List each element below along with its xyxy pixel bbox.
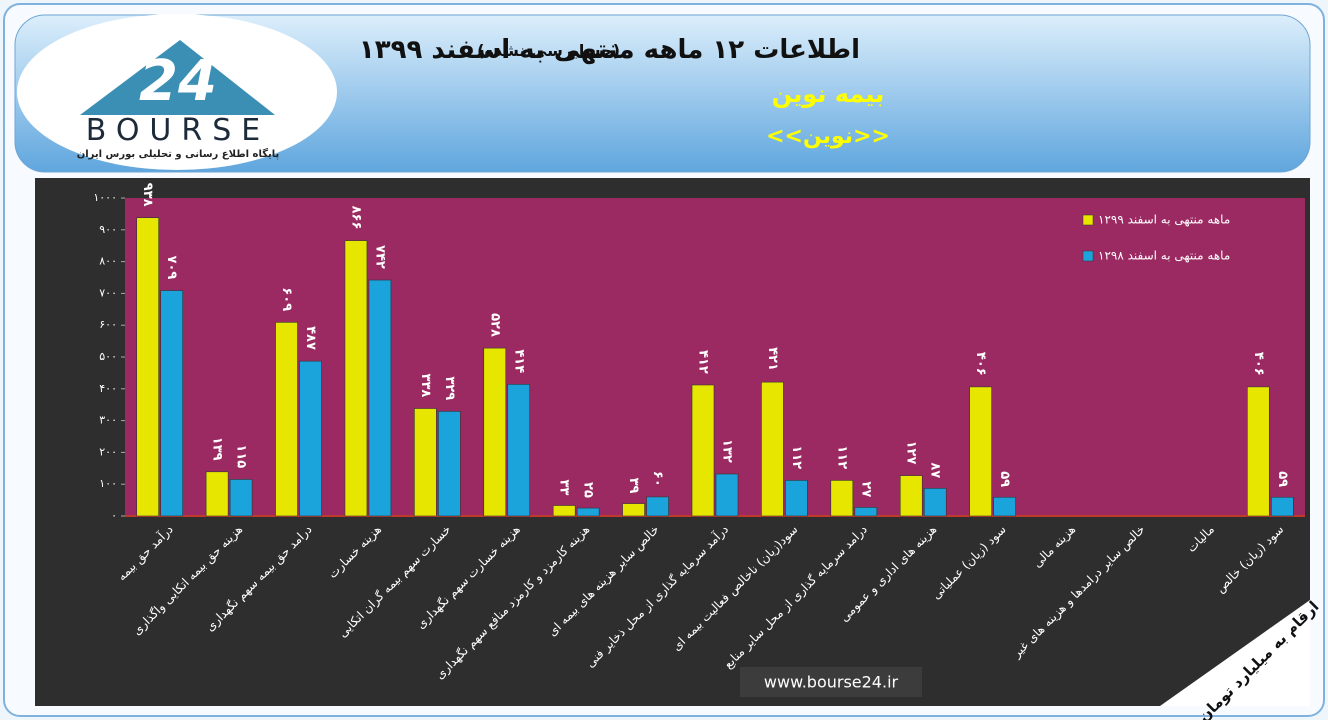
value-label: ۴۸۷	[303, 326, 318, 350]
value-label: ۴۱۲	[696, 350, 711, 374]
bar	[923, 488, 947, 517]
value-label: ۴۱۴	[511, 349, 526, 373]
y-tick-label: ۹۰۰	[99, 223, 117, 236]
bar	[646, 496, 669, 517]
y-tick-label: ۷۰۰	[99, 286, 117, 299]
legend-marker	[1082, 214, 1094, 226]
value-label: ۱۱۲	[789, 445, 804, 469]
value-label: ۷۴۲	[372, 245, 387, 269]
bar	[1246, 386, 1270, 517]
logo-shape	[80, 40, 275, 115]
bar	[830, 480, 854, 517]
website-box	[740, 667, 922, 697]
bar	[1270, 496, 1294, 517]
value-label: ۴۲۱	[765, 347, 780, 371]
bar	[785, 480, 808, 517]
bar	[344, 240, 368, 517]
bar	[160, 290, 184, 517]
value-label: ۶۰۹	[279, 287, 294, 311]
value-label: ۴۰۶	[973, 352, 988, 376]
y-tick-label: ۵۰۰	[99, 350, 117, 363]
y-tick-label: ۴۰۰	[99, 382, 117, 395]
corner-note-bg	[1160, 600, 1310, 706]
bar	[507, 384, 531, 517]
legend-label: ۱۲ماهه منتهی به اسفند ۹۹	[1098, 213, 1230, 227]
company-name: بیمه نوین	[772, 80, 884, 108]
value-label: ۵۹	[997, 471, 1012, 487]
bar	[414, 408, 437, 517]
y-tick-label: ۲۰۰	[99, 445, 117, 458]
bar	[622, 503, 645, 517]
bar	[969, 386, 992, 517]
y-tick-label: ۰	[111, 509, 117, 522]
subtitle: (حسابرسی نشده)	[477, 41, 620, 60]
bar	[136, 217, 160, 517]
logo-name: BOURSE	[86, 113, 270, 148]
header-box	[14, 14, 1311, 173]
value-label: ۲۵	[581, 482, 596, 498]
value-label: ۴۰۶	[1251, 352, 1266, 376]
value-label: ۱۱۵	[234, 444, 249, 468]
bar	[483, 347, 507, 517]
value-label: ۱۲۷	[904, 441, 919, 465]
value-label: ۱۳۹	[210, 437, 225, 461]
bar	[899, 475, 923, 517]
legend-marker	[1082, 250, 1094, 262]
bar	[576, 507, 600, 517]
value-label: ۸۶۶	[348, 206, 363, 230]
value-label: ۱۱۲	[834, 445, 849, 469]
value-label: ۳۲۹	[442, 376, 457, 400]
symbol: <<نوین>>	[766, 124, 890, 149]
legend-label: ۱۲ماهه منتهی به اسفند ۹۸	[1098, 249, 1230, 263]
bar	[205, 471, 229, 517]
value-label: ۹۳۸	[140, 183, 155, 207]
bar	[715, 473, 739, 517]
y-tick-label: ۳۰۰	[99, 414, 117, 427]
value-label: ۲۷	[858, 481, 873, 497]
logo-tagline: پایگاه اطلاع رسانی و تحلیلی بورس ایران	[77, 147, 280, 160]
value-label: ۱۳۲	[720, 439, 735, 463]
y-tick-label: ۱۰۰۰	[93, 191, 117, 204]
bar	[854, 507, 878, 517]
value-label: ۸۷	[928, 462, 943, 478]
value-label: ۵۹	[1275, 471, 1290, 487]
bar	[552, 505, 576, 517]
bar	[761, 381, 784, 517]
bar	[438, 411, 461, 517]
value-label: ۶۰	[650, 471, 665, 487]
value-label: ۳۹	[626, 478, 641, 494]
bar	[299, 360, 322, 517]
value-label: ۷۰۹	[164, 256, 179, 280]
logo-number: 24	[139, 49, 217, 114]
y-tick-label: ۸۰۰	[99, 255, 117, 268]
value-label: ۳۳	[557, 480, 572, 496]
bar	[368, 279, 392, 517]
title: اطلاعات ۱۲ ماهه منتهی به اسفند ۱۳۹۹	[359, 35, 860, 65]
value-label: ۵۲۸	[487, 313, 502, 337]
value-label: ۳۳۸	[418, 374, 433, 398]
website: www.bourse24.ir	[764, 673, 899, 692]
y-tick-label: ۶۰۰	[99, 318, 117, 331]
bar	[229, 479, 253, 517]
bar	[993, 496, 1016, 517]
y-tick-label: ۱۰۰	[99, 477, 117, 490]
bar	[275, 322, 298, 517]
bar	[691, 384, 715, 517]
